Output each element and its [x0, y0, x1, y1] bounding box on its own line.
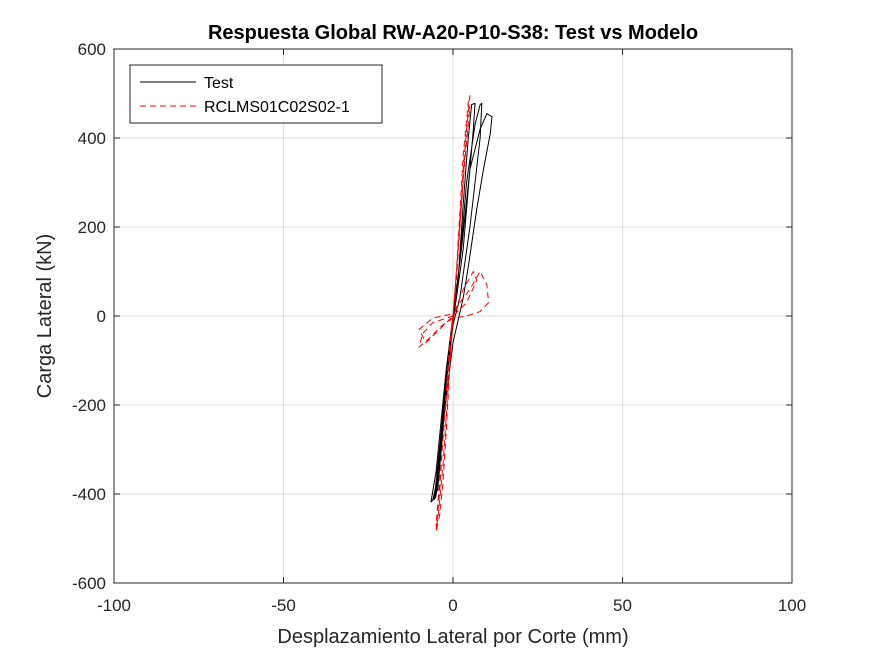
x-tick-label: 50 [613, 596, 632, 615]
axis-ticks: -100 -50 0 50 100 -600 -400 -200 0 200 400 600 [72, 40, 806, 615]
legend-label-2: RCLMS01C02S02-1 [204, 99, 350, 116]
y-tick-label: -600 [72, 574, 106, 593]
x-tick-label: 100 [778, 596, 806, 615]
y-tick-label: 0 [97, 307, 106, 326]
legend-box [129, 64, 383, 124]
y-tick-label: 400 [78, 129, 106, 148]
plot-series-group [418, 95, 493, 533]
x-tick-label: -50 [271, 596, 296, 615]
x-axis-label: Desplazamiento Lateral por Corte (mm) [277, 626, 628, 648]
chart-title: Respuesta Global RW-A20-P10-S38: Test vs… [208, 22, 698, 44]
y-tick-label: -400 [72, 485, 106, 504]
legend: Test RCLMS01C02S02-1 [129, 64, 383, 124]
x-tick-label: 0 [448, 596, 457, 615]
y-tick-label: 600 [78, 40, 106, 59]
x-tick-label: -100 [97, 596, 131, 615]
legend-label-1: Test [204, 75, 234, 92]
y-axis-label: Carga Lateral (kN) [34, 234, 56, 399]
y-tick-label: -200 [72, 396, 106, 415]
y-tick-label: 200 [78, 218, 106, 237]
series-line-2 [418, 95, 490, 533]
